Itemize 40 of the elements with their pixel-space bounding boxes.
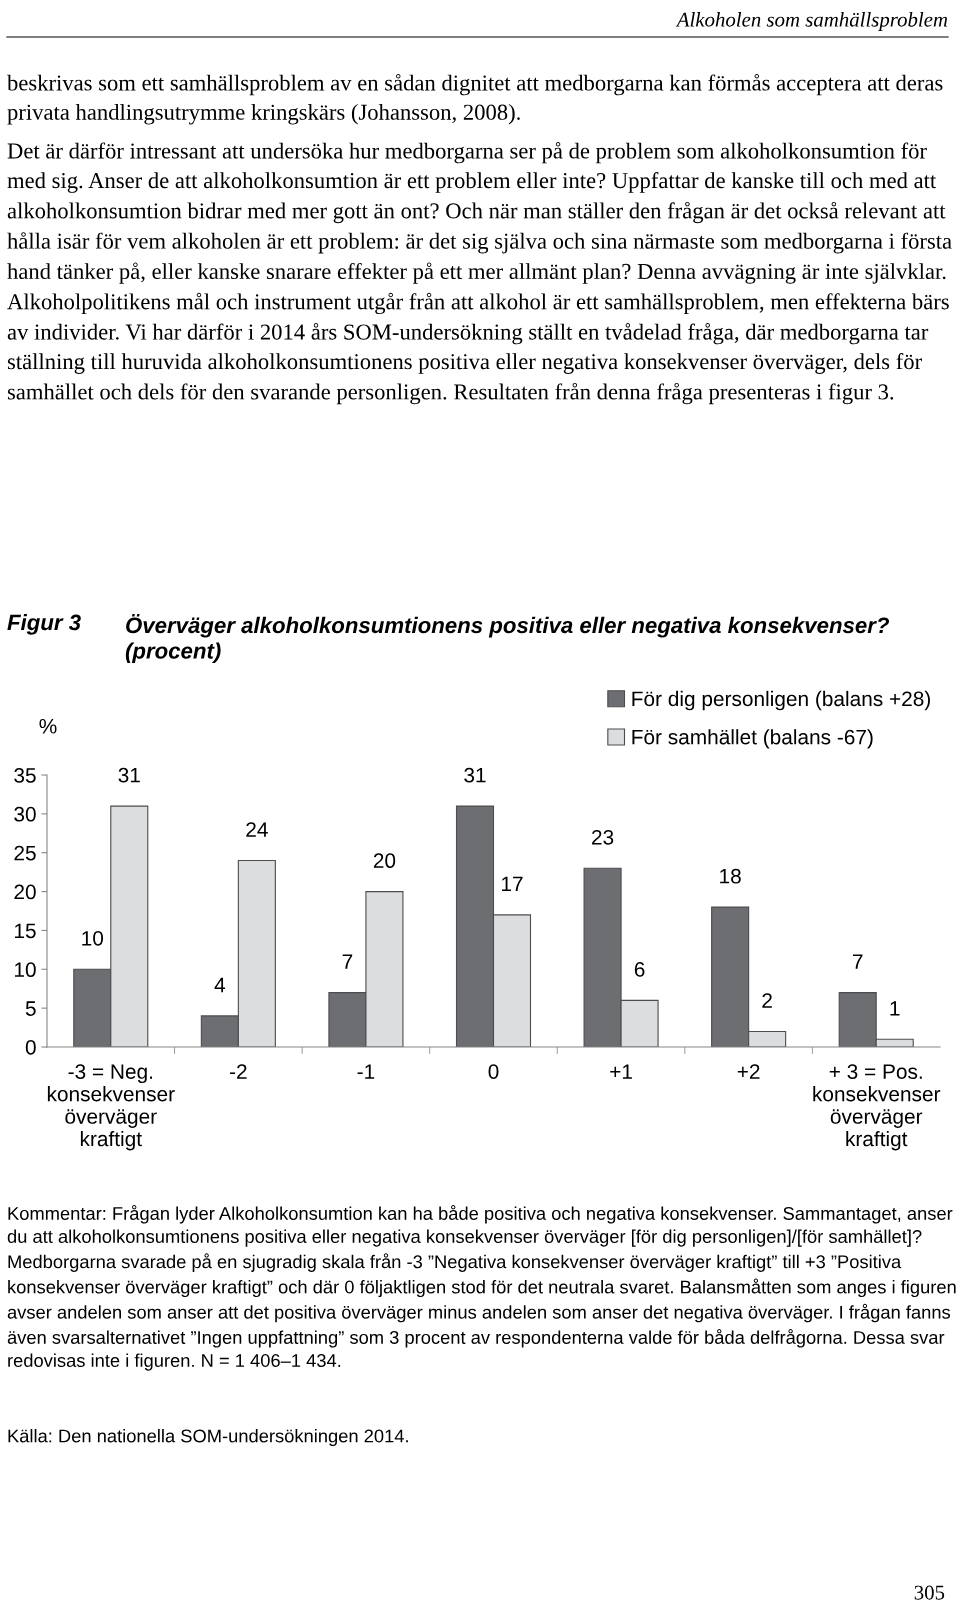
data-label: 23 [592,829,614,845]
text: Källa: Den nationella SOM-undersökningen 2014. [8,1429,408,1447]
y-tick-label: 35 [14,768,36,783]
data-label: 18 [720,868,741,884]
y-tick-label: 10 [15,962,36,978]
x-tick-label: + 3 = Pos. konsekvenser överväger kraftigt [813,1064,941,1151]
y-tick-label: 30 [14,806,36,822]
x-tick-label: -3 = Neg. konsekvenser överväger kraftigt [47,1064,175,1151]
data-label: 24 [246,822,268,837]
y-tick-label: 0 [25,1040,36,1055]
x-tick-label: +2 [737,1064,760,1079]
legend-label: För samhället (balans -67) [632,729,873,749]
data-label: 31 [464,767,486,783]
x-tick-label: -1 [357,1064,375,1079]
data-label: 7 [342,954,353,969]
text: Alkoholen som samhällsproblem [675,12,948,31]
chart-title: Överväger alkoholkonsumtionens positiva eller negativa konsekvenser? (procent) [125,614,890,664]
data-label: 20 [373,853,396,869]
text: beskrivas som ett samhällsproblem av en sådan dignitet att medborgarna kan förmås acceptera att deras privata handlingsutrymme kringskärs (Johansson, 2008). [7,74,943,125]
y-tick-label: 5 [25,1001,36,1016]
y-axis-title: % [39,718,57,734]
data-label: 31 [118,767,140,783]
data-label: 4 [214,977,226,993]
text: 305 [914,1585,945,1600]
text: Det är därför intressant att undersöka hur medborgarna ser på de problem som alkoholkonsumtion för med sig. Anser de att alkoholkonsumtion är ett problem eller inte? Uppfattar de kanske till och med att alkoholkonsumtion bidrar med mer gott än ont? Och när man ställer den frågan är det också relevant att hålla isär för vem alkoholen är ett problem: är det sig själva och sina närmaste som medborgarna i första hand tänker på, eller kanske snarare effekter på ett mer allmänt plan? Denna avvägning är inte självklar. Alkoholpolitikens mål och instrument utgår från att alkohol är ett samhällsproblem, men effekterna bärs av individer. Vi har därför i 2014 års SOM-undersökning ställt en tvådelad fråga, där medborgarna tar ställning till huruvida alkoholkonsumtionens positiva eller negativa konsekvenser överväger, dels för samhället och dels för den svarande personligen. Resultaten från denna fråga presenteras i figur 3. [7,142,952,405]
data-label: 2 [762,993,772,1008]
x-tick-label: -2 [230,1064,247,1079]
data-label: 17 [502,876,523,892]
data-label: 1 [890,1001,900,1016]
data-label: 6 [634,962,645,977]
y-tick-label: 15 [15,923,36,939]
data-label: 10 [82,930,104,946]
legend-label: För dig personligen (balans +28) [632,690,930,711]
y-tick-label: 25 [14,845,36,861]
x-tick-label: +1 [610,1064,632,1079]
data-label: 7 [852,954,863,969]
x-tick-label: 0 [488,1064,499,1079]
text: Kommentar: Frågan lyder Alkoholkonsumtion kan ha både positiva och negativa konsekvenser. Sammantaget, anser du att alkoholkonsumtionens positiva eller negativa konsekvenser överväger [för dig personligen]/[för samhället]? Medborgarna svarade på en sjugradig skala från -3 ”Negativa konsekvenser överväger kraftigt” till +3 ”Positiva konsekvenser överväger kraftigt” och där 0 följaktligen stod för det neutrala svaret. Balansmåtten som anges i figuren avser andelen som anser att det positiva överväger minus andelen som anser det negativa överväger. I frågan fanns även svarsalternativet ”Ingen uppfattning” som 3 procent av respondenterna valde för båda delfrågorna. Dessa svar redovisas inte i figuren. N = 1 406–1 434. [7,1205,956,1371]
text: Figur 3 [7,614,81,635]
y-tick-label: 20 [14,884,36,900]
